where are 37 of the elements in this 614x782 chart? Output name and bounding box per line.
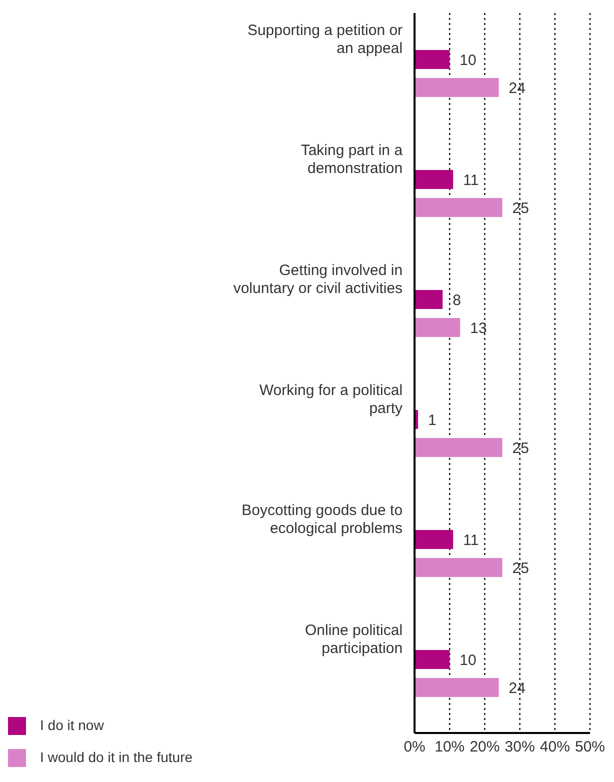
data-label: 13: [470, 320, 487, 337]
data-label: 25: [512, 560, 529, 577]
data-label: 8: [452, 292, 461, 309]
data-label: 10: [460, 652, 476, 669]
data-label: 1: [428, 412, 436, 429]
y-tick-label: Boycotting goods due to ecological problems: [242, 502, 403, 537]
y-tick-label: Supporting a petition or an appeal: [247, 22, 403, 57]
data-label: 25: [512, 200, 529, 217]
data-label: 24: [508, 680, 526, 697]
y-tick-label: Online political participation: [304, 622, 403, 657]
x-tick-label: 0%: [404, 738, 426, 756]
x-tick-label: 40%: [540, 738, 570, 756]
x-tick-label: 50%: [574, 738, 606, 756]
bar: [414, 78, 499, 97]
bar: [414, 318, 460, 337]
bar: [414, 530, 454, 549]
legend-label: I would do it in the future: [40, 749, 193, 765]
data-label: 11: [463, 532, 479, 549]
data-label: 10: [460, 52, 476, 69]
bar: [414, 170, 454, 189]
bar: [414, 438, 502, 457]
x-tick-label: 20%: [470, 738, 500, 756]
y-tick-label: Working for a political party: [259, 382, 404, 417]
bar: [414, 50, 450, 69]
bar: [414, 678, 499, 697]
bar: [414, 290, 443, 309]
y-tick-label: Getting involved in voluntary or civil activities: [233, 262, 403, 297]
bar: [414, 558, 502, 577]
data-label: 11: [463, 172, 479, 189]
data-label: 25: [512, 440, 529, 457]
x-tick-label: 10%: [434, 738, 465, 756]
legend-label: I do it now: [40, 717, 104, 733]
data-label: 24: [508, 80, 526, 97]
bar: [414, 198, 502, 217]
x-tick-label: 30%: [504, 738, 535, 756]
y-tick-label: Taking part in a demonstration: [300, 142, 404, 177]
bar: [414, 650, 450, 669]
